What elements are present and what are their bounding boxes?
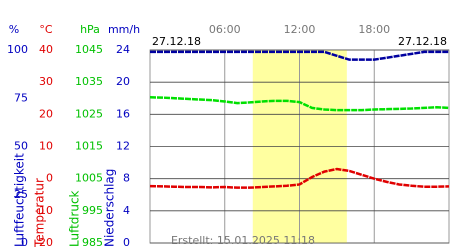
y-tick-label: 1015 bbox=[75, 140, 103, 153]
axis-title: Luftfeuchtigkeit bbox=[13, 153, 27, 247]
y-tick-label: 25 bbox=[14, 188, 28, 201]
y-tick-label: 8 bbox=[123, 172, 130, 185]
y-tick-label: 16 bbox=[116, 107, 130, 120]
axis-unit: mm/h bbox=[108, 23, 140, 36]
date-right: 27.12.18 bbox=[398, 35, 447, 48]
y-tick-label: 20 bbox=[39, 107, 53, 120]
y-tick-label: 985 bbox=[82, 236, 103, 249]
y-tick-label: -10 bbox=[35, 204, 53, 217]
data-line bbox=[149, 167, 450, 189]
data-line bbox=[150, 50, 449, 61]
y-tick-label: 1035 bbox=[75, 75, 103, 88]
y-tick-label: 40 bbox=[39, 43, 53, 56]
y-tick-label: 995 bbox=[82, 204, 103, 217]
y-tick-label: 0 bbox=[123, 236, 130, 249]
y-tick-label: 30 bbox=[39, 75, 53, 88]
x-tick-label: 06:00 bbox=[209, 23, 241, 36]
y-tick-label: 0 bbox=[21, 236, 28, 249]
axis-unit: % bbox=[9, 23, 19, 36]
y-tick-label: 75 bbox=[14, 91, 28, 104]
x-tick-label: 12:00 bbox=[284, 23, 316, 36]
y-tick-label: 10 bbox=[39, 140, 53, 153]
axis-title: Temperatur bbox=[33, 178, 47, 248]
y-tick-label: 12 bbox=[116, 140, 130, 153]
y-tick-label: 100 bbox=[7, 43, 28, 56]
y-tick-label: 24 bbox=[116, 43, 130, 56]
y-tick-label: 1025 bbox=[75, 107, 103, 120]
y-tick-label: -20 bbox=[35, 236, 53, 249]
y-tick-label: 1005 bbox=[75, 172, 103, 185]
axis-title: Niederschlag bbox=[103, 169, 117, 247]
y-tick-label: 0 bbox=[46, 172, 53, 185]
axis-title: Luftdruck bbox=[68, 190, 82, 247]
date-left: 27.12.18 bbox=[152, 35, 201, 48]
y-tick-label: 20 bbox=[116, 75, 130, 88]
y-tick-label: 50 bbox=[14, 140, 28, 153]
axis-unit: hPa bbox=[80, 23, 100, 36]
y-tick-label: 1045 bbox=[75, 43, 103, 56]
created-note: Erstellt: 15.01.2025 11:18 bbox=[171, 234, 315, 247]
data-line bbox=[149, 96, 450, 112]
axis-unit: °C bbox=[39, 23, 53, 36]
x-tick-label: 18:00 bbox=[358, 23, 390, 36]
y-tick-label: 4 bbox=[123, 204, 130, 217]
